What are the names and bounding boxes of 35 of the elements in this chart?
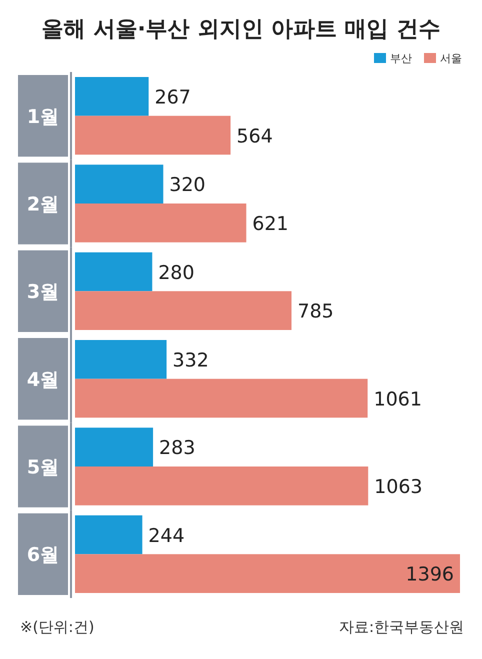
data-label: 283	[159, 437, 196, 460]
bar	[75, 252, 152, 292]
data-label: 267	[154, 86, 191, 108]
y-tick-label: 1월	[26, 106, 60, 128]
bar	[75, 428, 154, 466]
legend-label: 부산	[390, 52, 412, 65]
bar	[75, 340, 167, 379]
bar	[75, 466, 368, 506]
data-label: 244	[148, 524, 185, 547]
bar	[75, 164, 164, 204]
legend-label: 서울	[440, 52, 462, 65]
data-label: 1396	[406, 564, 454, 586]
bar	[75, 378, 368, 418]
data-label: 320	[169, 174, 206, 196]
data-label: 1063	[374, 476, 423, 498]
bar	[75, 554, 460, 593]
y-tick-label: 6월	[26, 544, 60, 566]
y-tick-label: 2월	[26, 194, 60, 216]
y-tick-label: 3월	[26, 281, 60, 304]
text: ※(단위:건)	[20, 618, 94, 636]
data-label: 564	[236, 125, 273, 148]
bar	[75, 515, 142, 554]
data-label: 621	[252, 212, 289, 235]
y-tick-label: 4월	[26, 368, 60, 391]
data-label: 280	[158, 262, 194, 284]
data-label: 1061	[374, 388, 422, 410]
data-label: 785	[297, 300, 334, 323]
text: 자료:한국부동산원	[338, 618, 464, 636]
bar	[75, 116, 231, 155]
bar	[75, 77, 149, 116]
bar	[75, 291, 292, 330]
bar	[75, 204, 246, 242]
chart-title: 올해 서울·부산 외지인 아파트 매입 건수	[42, 17, 440, 42]
data-label: 332	[172, 349, 209, 372]
y-tick-label: 5월	[26, 456, 60, 478]
